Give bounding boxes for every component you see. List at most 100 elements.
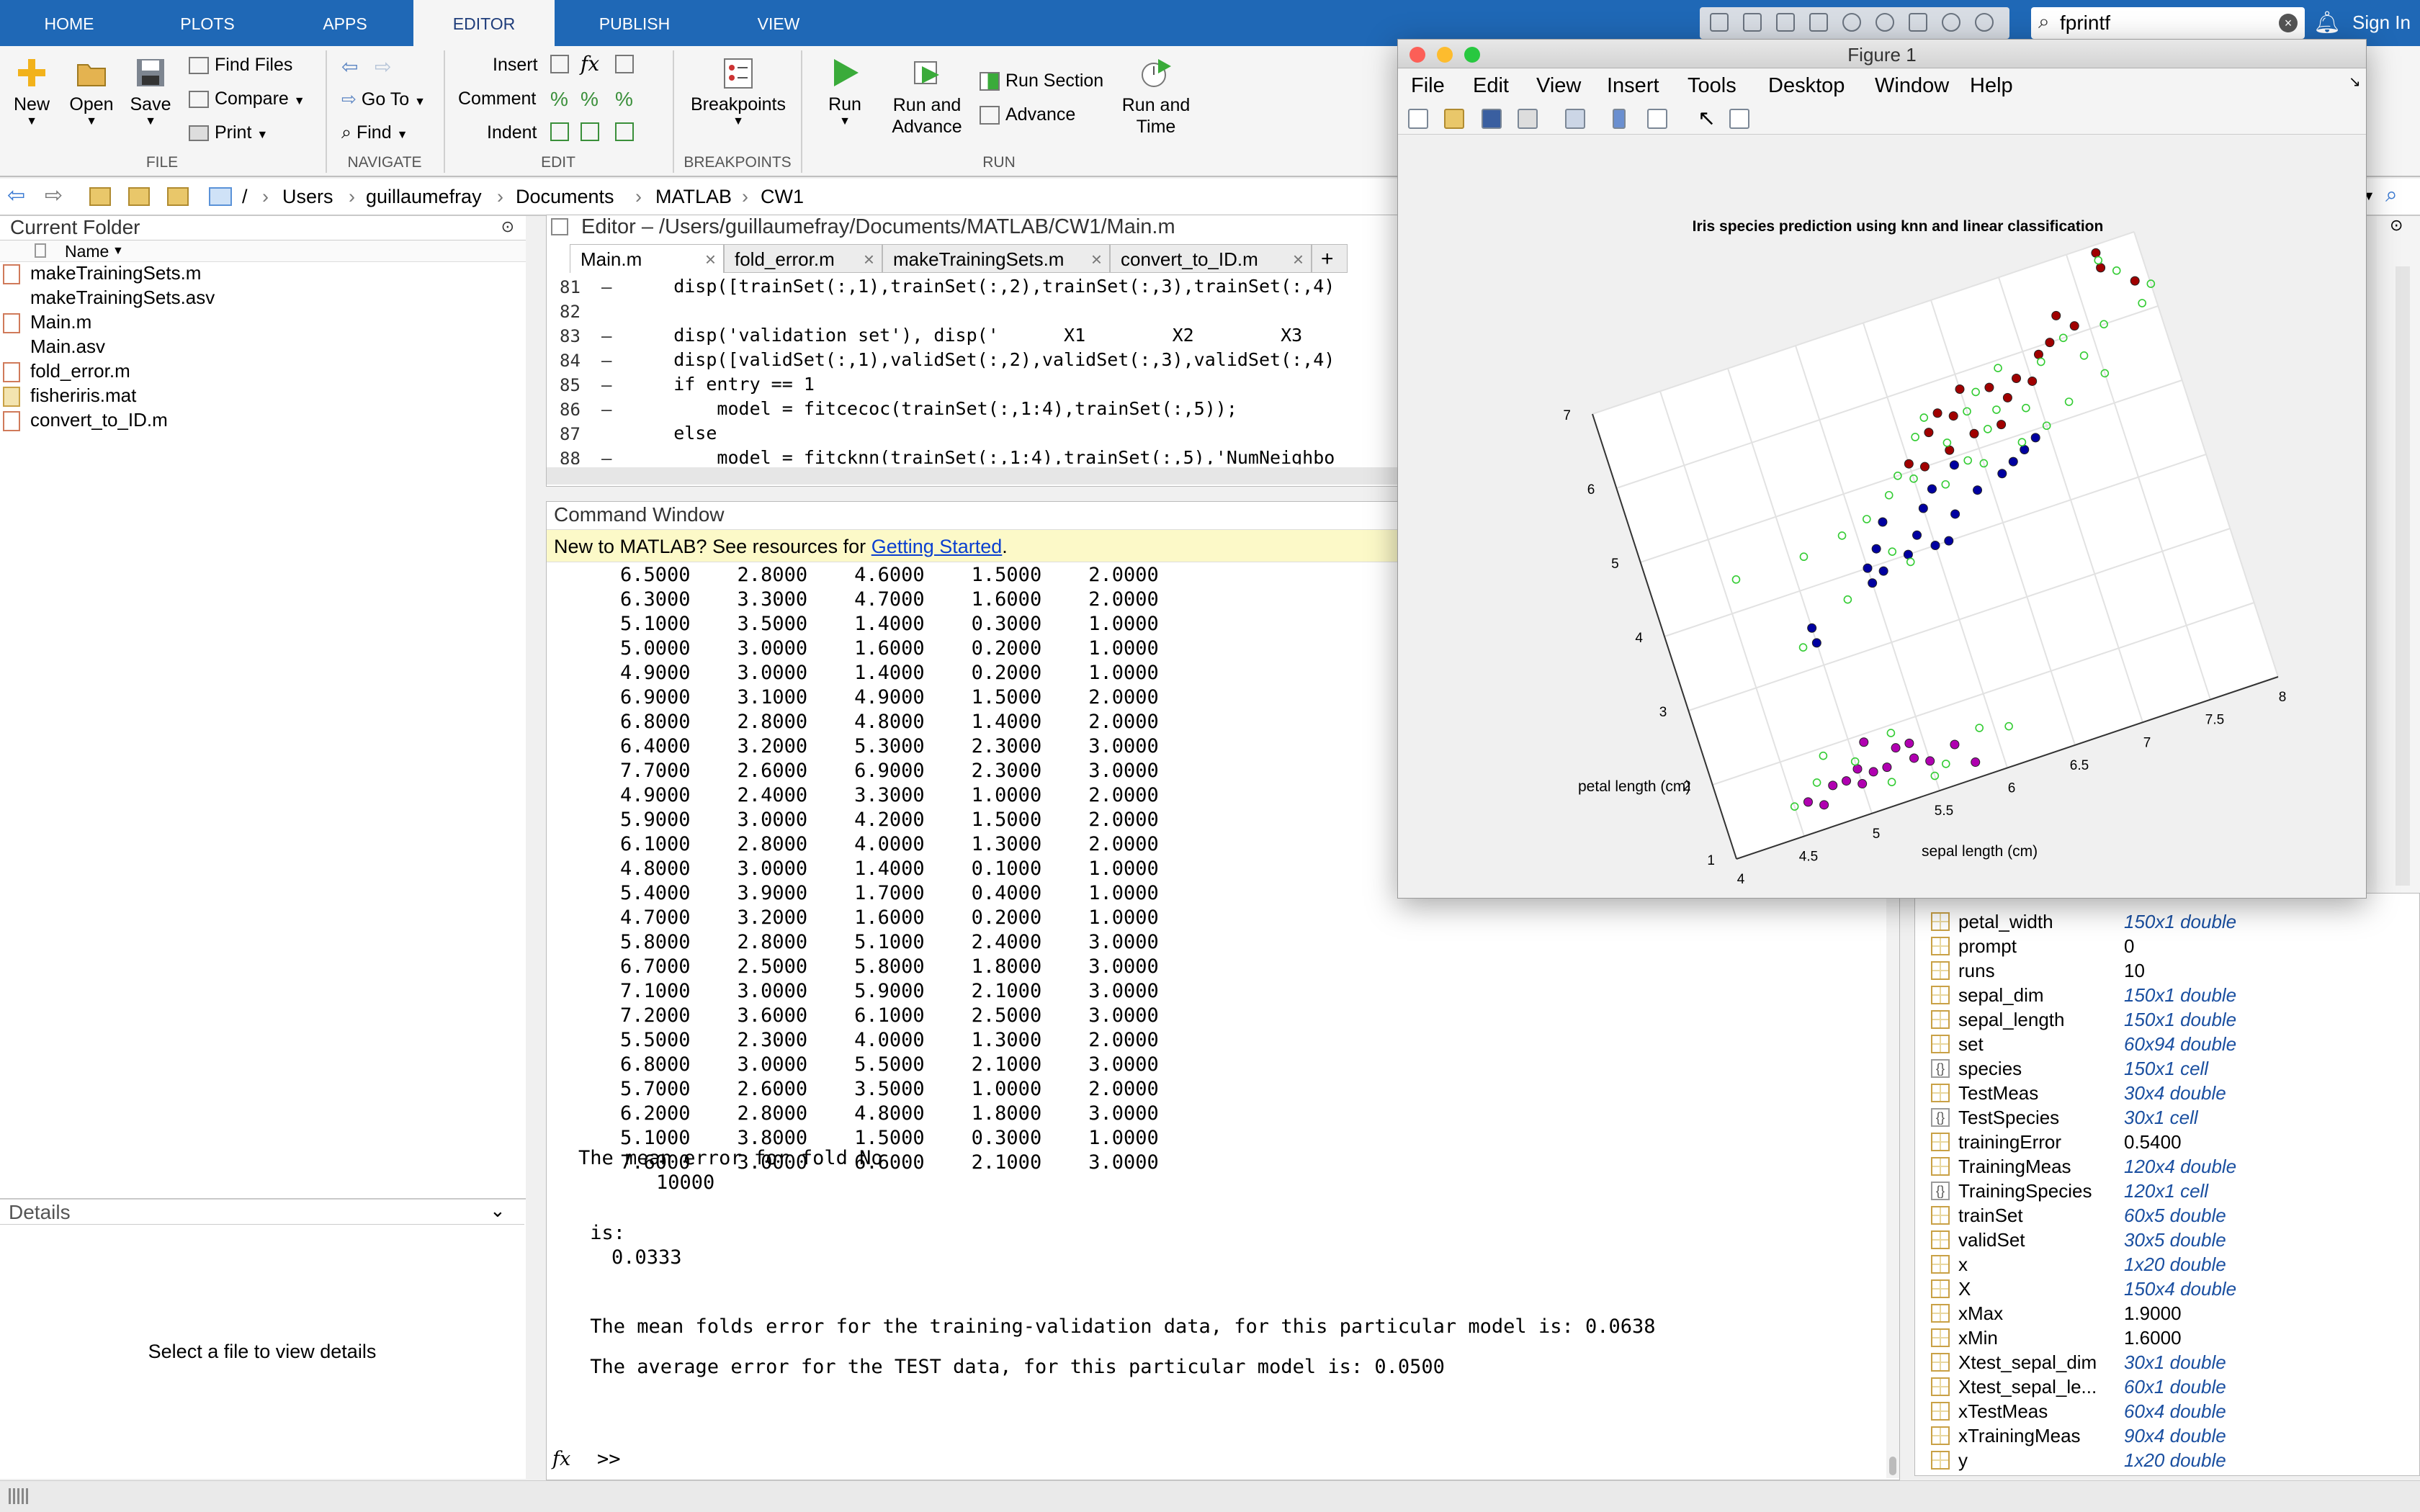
edit-plot-arrow-icon[interactable]: ↖	[1698, 107, 1716, 130]
horizontal-scrollbar[interactable]	[547, 467, 1410, 485]
code-line[interactable]: disp([trainSet(:,1),trainSet(:,2),trainS…	[630, 276, 1335, 297]
code-line[interactable]: disp('validation set'), disp(' X1 X2 X3	[630, 325, 1303, 346]
file-item[interactable]: Main.asv	[30, 336, 105, 360]
prediction-point[interactable]	[1909, 474, 1918, 483]
forward-arrow-icon[interactable]: ⇨	[45, 184, 63, 207]
menu-help[interactable]: Help	[1970, 74, 2013, 97]
prediction-point[interactable]	[1731, 575, 1741, 584]
cut-icon[interactable]	[1743, 13, 1762, 32]
comment-percent-icon[interactable]: %	[550, 88, 568, 110]
workspace-variable[interactable]: {} species 150x1 cell	[1915, 1056, 2419, 1081]
species-point[interactable]	[1852, 764, 1863, 774]
workspace-variable[interactable]: petal_width 150x1 double	[1915, 909, 2419, 934]
menu-insert[interactable]: Insert	[1607, 74, 1659, 97]
fx-icon[interactable]: fx	[552, 1448, 571, 1470]
insert-legend-icon[interactable]	[1647, 109, 1667, 129]
file-item[interactable]: fold_error.m	[3, 360, 130, 384]
species-point[interactable]	[1927, 484, 1937, 494]
panel-menu-icon[interactable]: ⊙	[501, 217, 514, 235]
prediction-point[interactable]	[1850, 757, 1860, 766]
open-file-icon[interactable]	[1444, 109, 1464, 129]
workspace-variable[interactable]: x 1x20 double	[1915, 1252, 2419, 1277]
fx-icon[interactable]: fx	[581, 52, 600, 76]
panel-menu-icon[interactable]: ⊙	[2390, 216, 2403, 234]
workspace-variable[interactable]: xTrainingMeas 90x4 double	[1915, 1423, 2419, 1448]
species-point[interactable]	[1930, 541, 1940, 550]
species-point[interactable]	[1828, 780, 1838, 791]
folder-history-icon[interactable]	[167, 187, 189, 206]
back-arrow-icon[interactable]: ⇦	[341, 55, 359, 78]
run-button[interactable]: Run ▼	[821, 56, 869, 128]
editor-tab-make-training-sets[interactable]: makeTrainingSets.m ×	[882, 244, 1110, 273]
species-point[interactable]	[1948, 411, 1958, 421]
save-icon[interactable]	[1710, 13, 1729, 32]
breadcrumb-item[interactable]: CW1	[761, 186, 804, 207]
species-point[interactable]	[1863, 563, 1873, 573]
species-point[interactable]	[1871, 544, 1881, 554]
code-line[interactable]: else	[630, 423, 717, 444]
prediction-point[interactable]	[1894, 472, 1902, 480]
prediction-point[interactable]	[1971, 387, 1980, 397]
redo-icon[interactable]	[1876, 13, 1894, 32]
insert-button[interactable]: Insert	[493, 55, 538, 75]
species-point[interactable]	[1868, 767, 1878, 777]
prediction-point[interactable]	[1862, 515, 1871, 523]
menu-desktop[interactable]: Desktop	[1768, 74, 1845, 97]
workspace-variable[interactable]: X 150x4 double	[1915, 1277, 2419, 1301]
species-point[interactable]	[1857, 779, 1868, 789]
file-item[interactable]: convert_to_ID.m	[3, 409, 168, 433]
tab-editor[interactable]: EDITOR	[413, 0, 555, 46]
wrap-comments-icon[interactable]: %	[615, 88, 633, 110]
prediction-point[interactable]	[1884, 490, 1894, 500]
breadcrumb-item[interactable]: Documents	[516, 186, 614, 207]
prediction-point[interactable]	[2058, 333, 2068, 343]
switch-windows-icon[interactable]	[1909, 13, 1927, 32]
close-icon[interactable]: ×	[863, 248, 874, 270]
breakpoints-button[interactable]: Breakpoints ▼	[684, 56, 792, 128]
back-arrow-icon[interactable]: ⇦	[7, 184, 26, 207]
species-point[interactable]	[1969, 428, 1979, 438]
find-button[interactable]: ⌕ Find ▼	[341, 122, 408, 143]
workspace-variable[interactable]: Xtest_sepal_dim 30x1 double	[1915, 1350, 2419, 1374]
up-folder-icon[interactable]	[89, 187, 111, 206]
close-window-icon[interactable]	[1410, 47, 1425, 63]
close-icon[interactable]: ×	[1292, 248, 1304, 270]
name-column[interactable]: Name	[65, 242, 109, 261]
run-and-time-button[interactable]: Run and Time	[1115, 56, 1197, 138]
prediction-point[interactable]	[1994, 364, 2002, 373]
link-plot-icon[interactable]	[1565, 109, 1585, 129]
prediction-point[interactable]	[2017, 438, 2027, 447]
command-output[interactable]: 6.5000 2.8000 4.6000 1.5000 2.0000 6.3000…	[547, 564, 1886, 1478]
new-figure-icon[interactable]	[1408, 109, 1428, 129]
prediction-point[interactable]	[1942, 438, 1952, 447]
compare-button[interactable]: Compare ▼	[189, 89, 305, 109]
species-point[interactable]	[1932, 408, 1942, 418]
workspace-variable[interactable]: prompt 0	[1915, 934, 2419, 958]
species-point[interactable]	[1904, 459, 1914, 469]
species-point[interactable]	[2130, 276, 2140, 286]
prediction-point[interactable]	[1919, 413, 1929, 422]
advance-button[interactable]: Advance	[980, 104, 1075, 125]
chevron-down-icon[interactable]: ⌄	[490, 1200, 506, 1221]
minimize-window-icon[interactable]	[1437, 47, 1453, 63]
insert-colorbar-icon[interactable]	[1613, 109, 1626, 129]
search-input[interactable]: fprintf	[2060, 12, 2111, 34]
forward-arrow-icon[interactable]: ⇨	[375, 55, 392, 78]
find-files-button[interactable]: Find Files	[189, 55, 292, 76]
line-marker[interactable]: –	[601, 277, 612, 297]
species-point[interactable]	[1918, 503, 1928, 513]
line-marker[interactable]: –	[601, 449, 612, 464]
insert-function-icon[interactable]	[615, 55, 634, 73]
breadcrumb-item[interactable]: guillaumefray	[366, 186, 482, 207]
prediction-point[interactable]	[2112, 266, 2121, 275]
species-point[interactable]	[1803, 797, 1813, 807]
species-point[interactable]	[1919, 462, 1930, 472]
species-point[interactable]	[1878, 566, 1888, 576]
species-point[interactable]	[2002, 392, 2012, 402]
tab-home[interactable]: HOME	[44, 14, 94, 33]
add-tab-button[interactable]: +	[1312, 244, 1348, 273]
dropdown-icon[interactable]	[1975, 13, 1994, 32]
prediction-point[interactable]	[1979, 459, 1989, 468]
prediction-point[interactable]	[2036, 357, 2045, 366]
tab-publish[interactable]: PUBLISH	[599, 14, 671, 33]
